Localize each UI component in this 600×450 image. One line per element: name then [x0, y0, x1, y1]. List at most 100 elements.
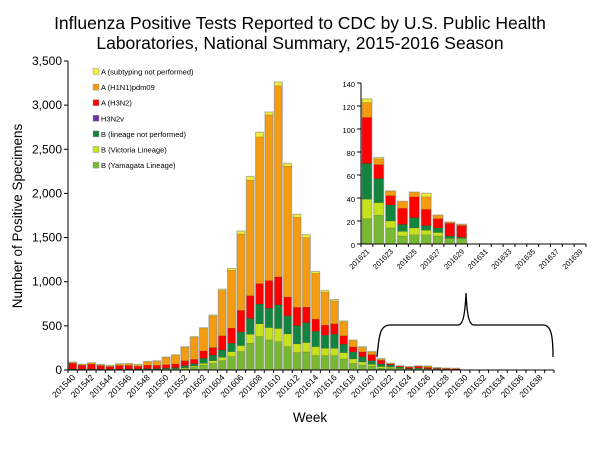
inset-bar-segment — [361, 198, 372, 219]
bar-segment — [349, 340, 357, 342]
bar-segment — [451, 368, 460, 370]
bar-segment — [283, 333, 292, 347]
legend-label: A (H1N1)pdm09 — [101, 83, 155, 92]
inset-x-tick-label: 201629 — [442, 247, 466, 271]
bar-segment — [283, 346, 292, 371]
inset-bar-segment — [361, 163, 372, 200]
bar-segment — [171, 355, 180, 365]
bar-segment — [330, 299, 339, 302]
bar-segment — [227, 356, 236, 371]
bar-segment — [265, 339, 273, 371]
bar-segment — [180, 347, 189, 361]
bar-segment — [274, 328, 283, 342]
bar-segment — [349, 346, 357, 353]
bar-segment — [255, 283, 264, 305]
bar-segment — [115, 363, 124, 365]
bar-segment — [255, 336, 264, 371]
bar-segment — [293, 352, 301, 371]
inset-x-tick-label: 201627 — [418, 247, 442, 271]
bar-segment — [171, 354, 180, 356]
bar-segment — [106, 365, 114, 367]
inset-bar-segment — [409, 217, 420, 229]
bar-segment — [367, 360, 376, 365]
inset-bar-segment — [433, 235, 443, 245]
bar-segment — [96, 365, 105, 370]
bar-segment — [377, 366, 386, 369]
bar-segment — [218, 360, 227, 371]
bar-segment — [302, 237, 311, 308]
inset-bar-segment — [373, 178, 384, 203]
bar-segment — [358, 361, 367, 366]
inset-x-tick-label: 201623 — [371, 247, 395, 271]
inset-y-tick-label: 140 — [342, 80, 355, 89]
bar-segment — [255, 323, 264, 337]
bar-segment — [311, 273, 320, 320]
bar-segment — [321, 335, 329, 349]
bar-segment — [236, 231, 245, 235]
bar-segment — [293, 343, 301, 353]
y-tick-label: 3,500 — [32, 54, 62, 68]
bar-segment — [87, 362, 96, 364]
bar-segment — [358, 356, 367, 363]
bar-segment — [152, 360, 161, 362]
bar-segment — [349, 340, 357, 348]
bar-segment — [227, 268, 236, 271]
bar-segment — [106, 366, 114, 370]
inset-bar-segment — [456, 224, 467, 226]
bar-segment — [218, 290, 227, 337]
bar-segment — [255, 303, 264, 325]
bar-segment — [339, 321, 348, 337]
inset-bar-segment — [421, 209, 432, 226]
bar-segment — [293, 325, 301, 345]
bar-segment — [302, 322, 311, 343]
bar-segment — [124, 365, 133, 370]
bar-segment — [162, 357, 171, 358]
inset-bar-segment — [361, 102, 372, 118]
bar-segment — [236, 345, 245, 352]
inset-x-tick-label: 201621 — [347, 247, 371, 271]
bar-segment — [339, 344, 348, 353]
bar-segment — [208, 315, 217, 348]
bar-segment — [321, 292, 329, 326]
inset-bars — [361, 98, 468, 245]
bar-segment — [265, 327, 273, 341]
bar-segment — [302, 351, 311, 371]
bar-segment — [311, 355, 320, 371]
inset-bar-segment — [421, 229, 432, 235]
bar-segment — [302, 306, 311, 323]
y-tick-label: 2,500 — [32, 142, 62, 156]
bar-segment — [218, 335, 227, 351]
bar-segment — [330, 334, 339, 349]
inset-x-tick-label: 201625 — [395, 247, 419, 271]
chart-title-line-2: Laboratories, National Summary, 2015-201… — [96, 33, 503, 53]
bar-segment — [162, 364, 171, 369]
inset-bar-segment — [385, 195, 396, 206]
x-axis-label: Week — [293, 410, 328, 425]
bar-segment — [152, 365, 161, 369]
bar-segment — [339, 358, 348, 371]
bar-segment — [386, 363, 395, 365]
inset-bar-segment — [397, 231, 408, 237]
inset-x-tick-label: 201637 — [537, 247, 561, 271]
bar-segment — [358, 346, 367, 348]
legend-label: A (H3N2) — [101, 99, 132, 108]
inset-bar-segment — [433, 215, 443, 219]
bar-segment — [358, 351, 367, 357]
bar-segment — [330, 355, 339, 371]
bar-segment — [208, 354, 217, 361]
bar-segment — [367, 351, 376, 353]
bar-segment — [274, 341, 283, 371]
chart-title-line-1: Influenza Positive Tests Reported to CDC… — [54, 13, 546, 33]
inset-bar-segment — [385, 204, 396, 222]
bar-segment — [423, 367, 432, 369]
bar-segment — [311, 271, 320, 274]
y-axis-label: Number of Positive Specimens — [10, 123, 25, 308]
legend-label: H3N2v — [101, 114, 124, 123]
legend: A (subtyping not performed) A (H1N1)pdm09… — [92, 68, 194, 170]
bar-segment — [246, 176, 255, 181]
inset-bar-segment — [373, 164, 384, 179]
bar-segment — [274, 304, 283, 329]
inset-bar-segment — [397, 208, 408, 225]
